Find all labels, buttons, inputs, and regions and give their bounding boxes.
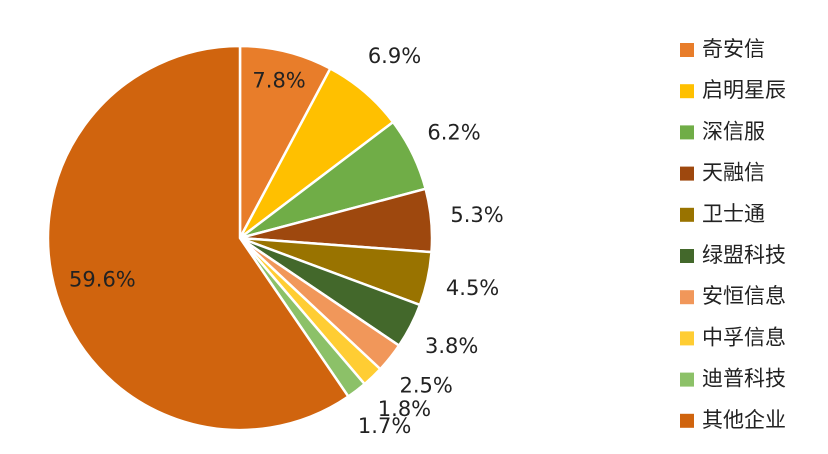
legend-swatch xyxy=(680,43,694,57)
legend-label: 迪普科技 xyxy=(702,367,786,391)
data-label: 2.5% xyxy=(399,373,452,397)
data-label: 5.3% xyxy=(450,203,503,227)
legend-label: 启明星辰 xyxy=(702,78,786,102)
legend-swatch xyxy=(680,125,694,140)
legend-label: 其他企业 xyxy=(702,408,786,432)
legend-swatch xyxy=(680,331,694,346)
legend-swatch xyxy=(680,290,694,305)
legend-swatch xyxy=(680,166,694,181)
legend-label: 卫士通 xyxy=(702,202,765,226)
legend-label: 绿盟科技 xyxy=(702,243,786,267)
data-label: 1.7% xyxy=(358,414,411,438)
legend-swatch xyxy=(680,207,694,222)
pie-slice xyxy=(238,44,332,239)
data-label: 4.5% xyxy=(446,276,499,300)
legend-label: 天融信 xyxy=(702,161,765,185)
legend-swatch xyxy=(680,413,694,428)
legend-label: 中孚信息 xyxy=(702,325,786,349)
legend-swatch xyxy=(680,249,694,263)
legend-swatch xyxy=(680,84,694,99)
legend-label: 安恒信息 xyxy=(702,284,786,308)
data-label: 7.8% xyxy=(252,69,305,93)
legend-label: 深信服 xyxy=(702,119,765,143)
legend-label: 奇安信 xyxy=(702,37,765,61)
data-label: 3.8% xyxy=(425,334,478,358)
data-label: 1.8% xyxy=(378,397,431,421)
data-label: 6.2% xyxy=(427,121,480,145)
pie-slice xyxy=(46,44,351,432)
data-label: 59.6% xyxy=(69,268,136,292)
legend-swatch xyxy=(680,372,694,387)
data-label: 6.9% xyxy=(368,44,421,68)
